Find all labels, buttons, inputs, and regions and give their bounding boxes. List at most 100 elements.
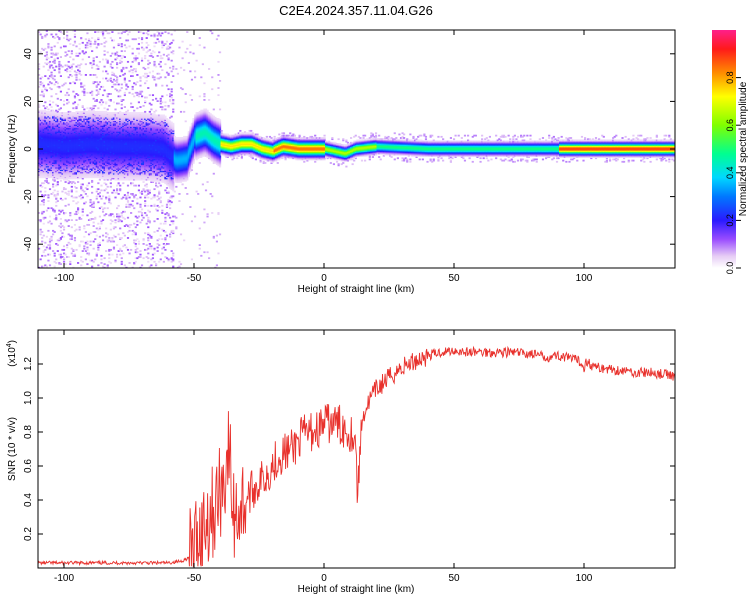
heatmap-cell [61,175,64,177]
heatmap-cell [56,183,59,186]
heatmap-cell [38,163,41,166]
heatmap-cell [67,114,70,117]
heatmap-cell [137,132,140,135]
heatmap-cell [108,214,111,217]
heatmap-cell [72,147,75,150]
heatmap-cell [123,165,126,168]
heatmap-cell [69,145,72,148]
heatmap-cell [70,151,73,154]
heatmap-cell [39,124,42,126]
heatmap-cell [106,173,109,176]
heatmap-cell [125,266,128,268]
heatmap-cell [133,38,136,41]
heatmap-cell [52,191,55,194]
heatmap-cell [137,145,140,148]
heatmap-cell [69,177,72,180]
heatmap-cell [92,81,95,83]
heatmap-cell [125,131,128,133]
heatmap-cell [140,112,144,114]
heatmap-cell [47,156,50,158]
heatmap-cell [114,113,117,116]
heatmap-cell [92,119,95,122]
heatmap-cell [62,187,66,189]
heatmap-cell [77,116,80,119]
heatmap-cell [105,147,108,150]
heatmap-cell [89,259,92,262]
heatmap-cell [75,139,78,142]
heatmap-cell [106,175,109,177]
heatmap-cell [123,146,126,149]
heatmap-cell [67,163,70,166]
heatmap-cell [137,31,140,33]
heatmap-cell [50,153,53,156]
heatmap-cell [128,134,131,137]
heatmap-cell [62,176,66,179]
heatmap-cell [78,147,81,150]
heatmap-cell [131,168,134,170]
heatmap-cell [119,122,122,125]
heatmap-cell [134,260,137,263]
heatmap-cell [48,137,52,139]
heatmap-cell [41,126,44,129]
heatmap-cell [55,112,58,114]
heatmap-cell [77,133,80,136]
heatmap-cell [95,158,98,161]
heatmap-cell [116,138,119,141]
heatmap-cell [58,146,61,149]
heatmap-cell [139,134,142,137]
heatmap-cell [42,150,45,152]
heatmap-cell [55,140,58,143]
heatmap-cell [59,253,62,256]
heatmap-cell [134,170,137,173]
heatmap-cell [39,137,42,139]
heatmap-cell [119,54,122,57]
heatmap-cell [52,147,55,150]
heatmap-cell [64,158,67,161]
heatmap-cell [142,176,145,179]
heatmap-cell [91,121,94,124]
heatmap-cell [114,153,117,156]
heatmap-cell [78,78,81,81]
heatmap-cell [109,115,112,118]
heatmap-cell [101,137,105,139]
heatmap-cell [38,131,41,133]
heatmap-cell [83,144,86,147]
heatmap-cell [50,109,53,112]
heatmap-cell [142,165,145,168]
heatmap-cell [42,145,45,148]
heatmap-cell [66,137,69,139]
heatmap-cell [73,177,77,180]
heatmap-cell [103,154,106,157]
heatmap-cell [58,171,61,174]
heatmap-cell [97,118,100,120]
heatmap-cell [80,151,83,154]
heatmap-cell [41,127,44,130]
heatmap-cell [140,140,144,143]
heatmap-cell [48,165,52,168]
heatmap-cell [92,59,95,62]
heatmap-cell [80,133,83,136]
heatmap-cell [67,170,70,173]
heatmap-cell [78,126,81,129]
heatmap-cell [70,219,73,221]
heatmap-cell [41,213,44,216]
heatmap-cell [117,120,120,123]
heatmap-cell [125,84,128,87]
heatmap-cell [72,151,75,154]
heatmap-cell [136,94,139,97]
heatmap-cell [53,144,56,147]
heatmap-cell [128,126,131,129]
heatmap-cell [61,170,64,173]
heatmap-cell [59,75,62,78]
heatmap-cell [112,115,116,118]
heatmap-cell [67,125,70,127]
heatmap-cell [126,132,130,135]
heatmap-cell [123,132,126,135]
heatmap-cell [89,145,92,148]
heatmap-cell [72,131,75,133]
heatmap-cell [125,195,128,198]
heatmap-cell [48,134,52,137]
heatmap-cell [92,128,95,131]
heatmap-cell [117,134,120,137]
